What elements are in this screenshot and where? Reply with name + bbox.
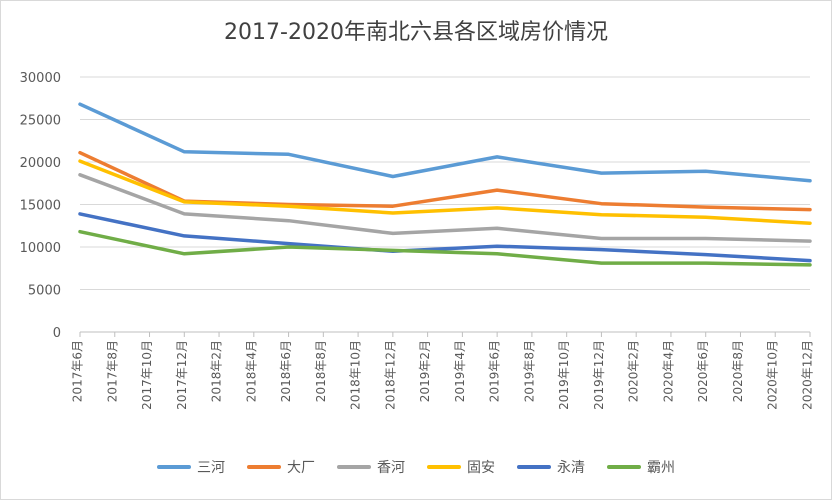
series-line-香河 (78, 173, 812, 243)
legend-swatch (157, 465, 191, 469)
x-tick-label: 2020年4月 (661, 340, 675, 402)
y-tick-label: 0 (53, 326, 61, 341)
x-tick-label: 2020年6月 (696, 340, 710, 402)
x-tick-label: 2019年6月 (488, 340, 502, 402)
x-tick-label: 2017年8月 (105, 340, 119, 402)
series-line-三河 (78, 102, 812, 183)
x-axis: 2017年6月 2017年8月 2017年10月 2017年12月 2018年2月 201… (71, 332, 815, 410)
x-tick-label: 2020年12月 (801, 340, 815, 410)
x-tick-label: 2019年8月 (522, 340, 536, 402)
legend-item: 霸州 (607, 457, 675, 477)
series-lines (78, 102, 812, 267)
legend-label: 霸州 (647, 460, 675, 476)
x-tick-label: 2018年12月 (383, 340, 397, 410)
legend-item: 大厂 (247, 457, 315, 477)
legend-label: 香河 (377, 460, 405, 476)
x-tick-label: 2017年10月 (140, 340, 154, 410)
x-tick-label: 2018年2月 (210, 340, 224, 402)
x-tick-label: 2019年4月 (453, 340, 467, 402)
legend-label: 大厂 (287, 460, 315, 476)
legend-label: 三河 (197, 460, 225, 476)
y-tick-label: 25000 (20, 114, 61, 129)
x-tick-label: 2017年12月 (175, 340, 189, 410)
legend-item: 三河 (157, 457, 225, 477)
legend-swatch (247, 465, 281, 469)
x-tick-label: 2018年10月 (349, 340, 363, 410)
x-tick-label: 2018年6月 (279, 340, 293, 402)
y-axis: 0 5000 10000 15000 20000 25000 30000 (20, 71, 61, 341)
y-tick-label: 30000 (20, 71, 61, 86)
legend-item: 香河 (337, 457, 405, 477)
series-line-固安 (78, 159, 812, 225)
legend-swatch (427, 465, 461, 469)
y-tick-label: 20000 (20, 156, 61, 171)
y-tick-label: 5000 (28, 284, 61, 299)
x-tick-label: 2020年10月 (766, 340, 780, 410)
legend-item: 固安 (427, 457, 495, 477)
x-tick-label: 2017年6月 (71, 340, 85, 402)
x-tick-label: 2020年2月 (627, 340, 641, 402)
legend-swatch (337, 465, 371, 469)
legend-label: 永清 (557, 460, 585, 476)
x-tick-label: 2018年4月 (244, 340, 258, 402)
y-tick-label: 10000 (20, 241, 61, 256)
legend-swatch (517, 465, 551, 469)
legend-label: 固安 (467, 460, 495, 476)
chart-title: 2017-2020年南北六县各区域房价情况 (224, 20, 608, 45)
x-tick-label: 2019年12月 (592, 340, 606, 410)
x-tick-label: 2019年2月 (418, 340, 432, 402)
legend-item: 永清 (517, 457, 585, 477)
grid-lines (80, 76, 810, 333)
x-tick-label: 2019年10月 (557, 340, 571, 410)
series-line-永清 (78, 212, 812, 263)
legend: 三河 大厂 香河 固安 永清 霸州 (0, 457, 832, 477)
series-line-霸州 (78, 229, 812, 267)
legend-swatch (607, 465, 641, 469)
x-tick-label: 2018年8月 (314, 340, 328, 402)
y-tick-label: 15000 (20, 199, 61, 214)
x-tick-label: 2020年8月 (731, 340, 745, 402)
